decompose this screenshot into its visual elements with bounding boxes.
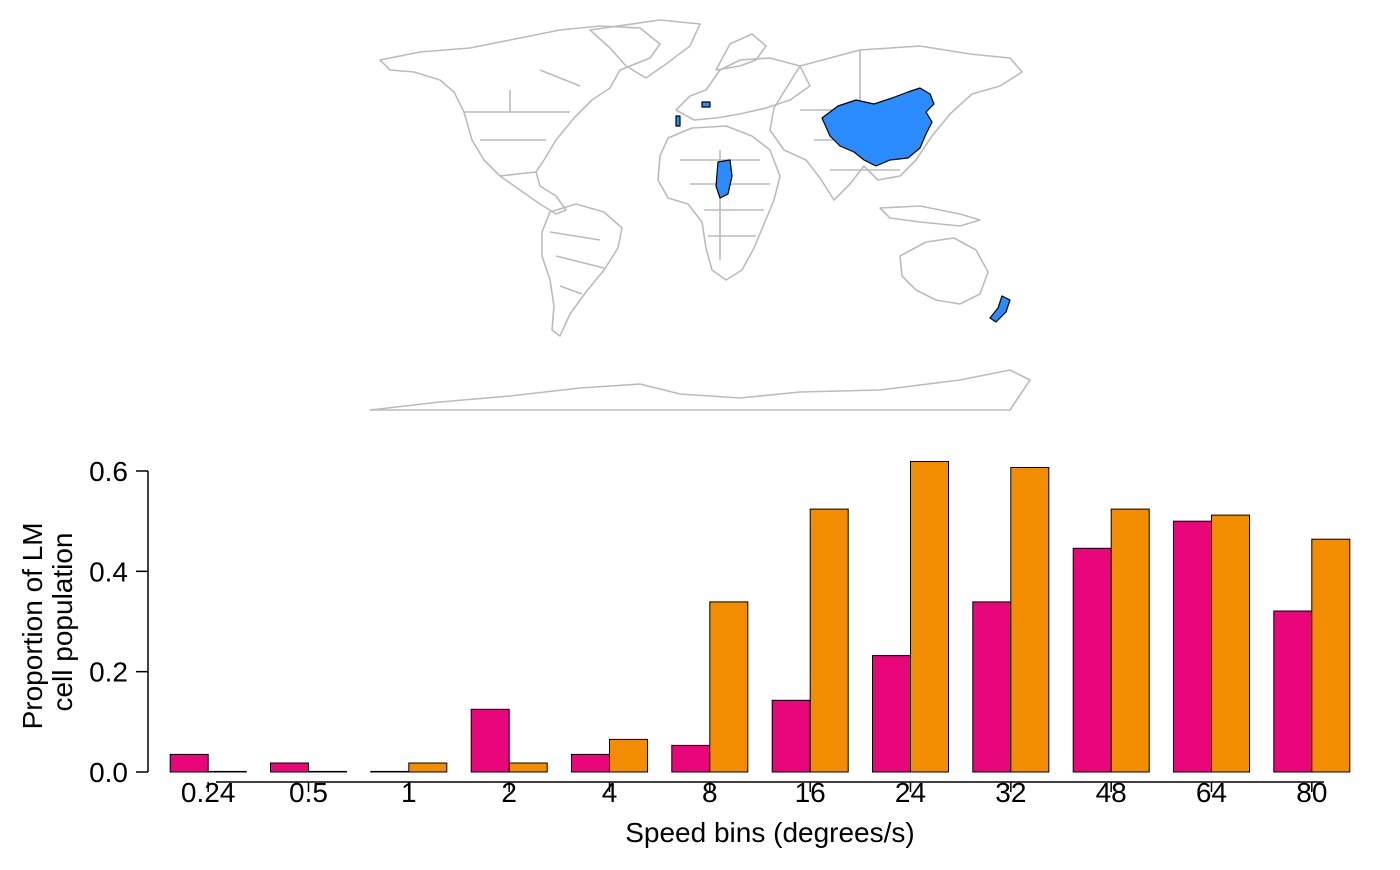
bar-series2-1 xyxy=(408,762,448,773)
australia-outline xyxy=(899,237,989,305)
africa-outline xyxy=(657,125,781,281)
bar-series2-64 xyxy=(1211,514,1250,773)
bar-series2-2 xyxy=(508,762,548,773)
bar-series2-32 xyxy=(1010,467,1050,773)
y-tick-label-0.2: 0.2 xyxy=(89,657,128,688)
x-tick-label-16: 16 xyxy=(795,777,826,808)
bar-series1-32 xyxy=(972,601,1012,773)
bar-series2-4 xyxy=(609,738,648,773)
country-borders xyxy=(369,19,1031,411)
x-tick-label-8: 8 xyxy=(702,777,718,808)
x-tick-label-64: 64 xyxy=(1196,777,1227,808)
bar-series1-48 xyxy=(1072,547,1112,773)
south-america-inner-borders xyxy=(549,231,605,295)
south-america-outline xyxy=(541,203,623,337)
y-tick-label-0.4: 0.4 xyxy=(89,556,128,587)
bar-chart-svg: 0.00.20.40.6 0.24 0.5 1 2 4 8 16 24 32 48 64 80 Spe… xyxy=(17,456,1351,848)
bar-series2-0.24 xyxy=(207,770,247,773)
bars xyxy=(169,461,1351,773)
x-axis-label: Speed bins (degrees/s) xyxy=(625,817,915,848)
north-america-outline xyxy=(379,25,661,215)
north-america-inner-borders xyxy=(464,69,581,177)
chad-shape xyxy=(715,159,733,199)
y-axis-label-line-2: cell population xyxy=(47,532,78,711)
y-axis-label-line-1: Proportion of LM xyxy=(17,522,48,729)
new-zealand-shape xyxy=(989,295,1011,323)
switzerland-shape xyxy=(701,101,711,108)
bar-series2-16 xyxy=(809,508,849,773)
highlighted-countries xyxy=(675,87,1011,323)
bar-series2-8 xyxy=(709,601,749,773)
world-map-svg xyxy=(369,19,1031,411)
bar-series1-16 xyxy=(771,699,811,773)
bar-series1-64 xyxy=(1173,520,1212,773)
indonesia-outline xyxy=(879,205,981,227)
x-tick-label-2: 2 xyxy=(501,777,517,808)
bar-series2-48 xyxy=(1110,508,1150,773)
bar-series1-0.5 xyxy=(270,762,309,773)
europe-outline xyxy=(675,57,811,121)
bar-series1-0.24 xyxy=(169,753,209,773)
x-tick-label-0.5: 0.5 xyxy=(289,777,328,808)
bar-series1-80 xyxy=(1273,610,1313,773)
x-tick-label-32: 32 xyxy=(995,777,1026,808)
greenland-outline xyxy=(589,19,701,79)
y-tick-label-0.6: 0.6 xyxy=(89,456,128,487)
y-axis: 0.0 0.2 0.4 0.6 xyxy=(89,456,149,788)
bar-series2-24 xyxy=(910,461,949,773)
x-axis: 0.24 0.5 1 2 4 8 16 24 32 48 64 80 xyxy=(181,777,1327,808)
scandinavia-outline xyxy=(715,33,767,71)
x-tick-label-4: 4 xyxy=(602,777,618,808)
bar-series2-0.5 xyxy=(308,770,347,773)
bar-chart: 0.0 0.2 0.4 0.6 0.24 0.5 1 2 4 8 16 24 32 48 64 80 Spe… xyxy=(0,430,1400,865)
bar-series1-8 xyxy=(671,744,711,773)
y-tick-label-0.0: 0.0 xyxy=(89,757,128,788)
bar-series1-24 xyxy=(872,655,911,773)
bar-series1-4 xyxy=(571,753,610,773)
x-tick-label-24: 24 xyxy=(895,777,926,808)
portugal-shape xyxy=(675,115,681,127)
x-tick-label-80: 80 xyxy=(1296,777,1327,808)
antarctica-outline xyxy=(369,369,1031,411)
bar-series1-2 xyxy=(470,708,510,773)
x-tick-label-48: 48 xyxy=(1096,777,1127,808)
bar-series1-1 xyxy=(370,770,410,773)
china-shape xyxy=(821,87,935,167)
bar-series2-80 xyxy=(1311,538,1351,773)
x-tick-label-0.24: 0.24 xyxy=(181,777,236,808)
y-axis-label: Proportion of LM cell population xyxy=(17,515,78,730)
asia-outline xyxy=(769,45,1023,201)
x-tick-label-1: 1 xyxy=(401,777,417,808)
world-map xyxy=(360,0,1040,420)
